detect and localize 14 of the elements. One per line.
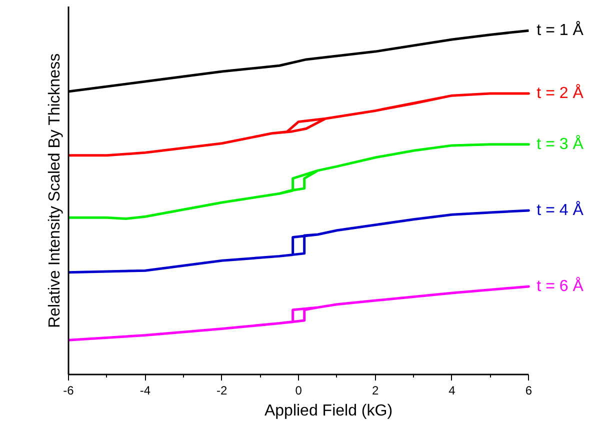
x-tick-label: -6 <box>63 384 74 398</box>
series-label: t = 1 Å <box>536 21 584 40</box>
x-tick-label: -4 <box>140 384 151 398</box>
series-label: t = 4 Å <box>536 200 584 219</box>
series-label: t = 2 Å <box>536 84 584 102</box>
y-axis-title: Relative Intensity Scaled By Thickness <box>46 53 64 328</box>
x-tick-label: 4 <box>448 384 456 398</box>
x-tick-label: 0 <box>295 384 302 398</box>
series-label: t = 6 Å <box>536 276 584 295</box>
x-axis-title: Applied Field (kG) <box>264 402 393 420</box>
x-tick-label: 2 <box>372 384 379 398</box>
series-label: t = 3 Å <box>536 134 584 153</box>
x-tick-label: -2 <box>216 384 228 398</box>
x-tick-label: 6 <box>525 384 532 398</box>
